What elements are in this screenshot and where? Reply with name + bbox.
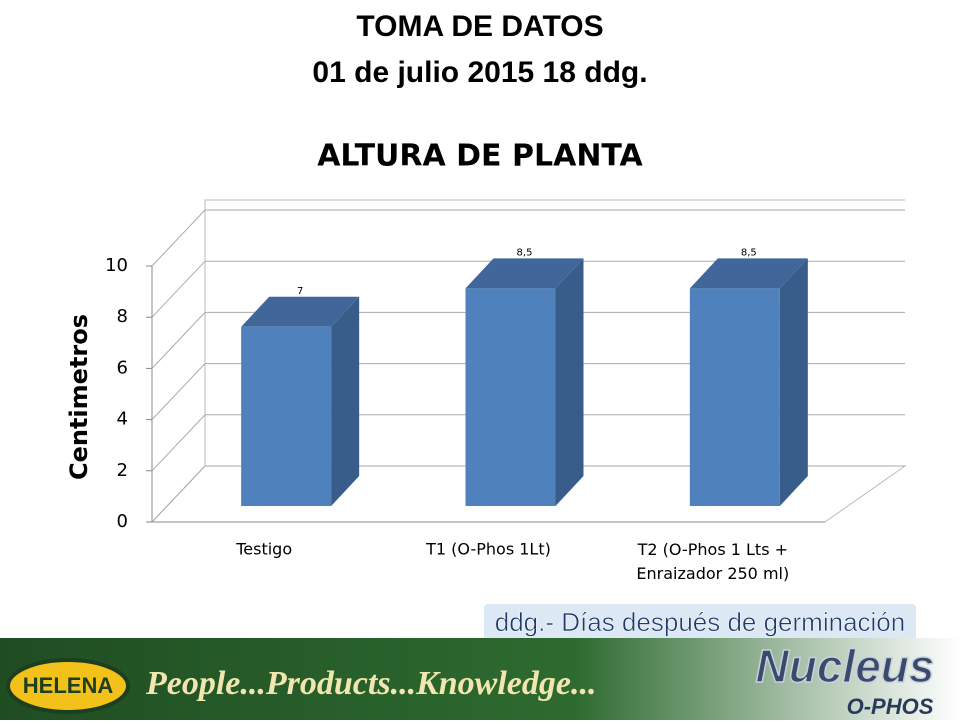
- brand: HELENA: [23, 673, 114, 698]
- bar-side: [555, 258, 584, 506]
- bar-side: [331, 296, 360, 506]
- bar-side: [779, 258, 808, 506]
- value-label: 8,5: [741, 247, 757, 258]
- bar-front: [689, 288, 780, 506]
- y-tick-label: 10: [105, 255, 128, 276]
- bar-front: [241, 326, 332, 506]
- y-tick-label: 0: [117, 511, 128, 532]
- plot-area: 0 2 4 6 8 10 Testigo 7 T1 (O-Phos 1Lt) 8,5 T2 (O-P…: [105, 199, 907, 583]
- bar-top: [465, 258, 584, 289]
- bar-top: [689, 258, 808, 289]
- bar-front: [465, 288, 556, 506]
- chart-title: ALTURA DE PLANTA: [317, 139, 643, 174]
- x-tick-label: Testigo: [235, 540, 292, 559]
- y-tick-label: 4: [117, 409, 128, 430]
- slogan: People...Products...Knowledge...: [145, 665, 596, 702]
- grid-line: [151, 260, 905, 318]
- value-label: 8,5: [517, 247, 533, 258]
- x-tick-label: T2 (O-Phos 1 Lts + Enraizador 250 ml): [636, 540, 789, 583]
- slide-subtitle: 01 de julio 2015 18 ddg.: [312, 56, 647, 89]
- slide-title: TOMA DE DATOS: [356, 10, 603, 43]
- grid-line: [151, 414, 905, 472]
- footer-band: [0, 638, 960, 720]
- y-axis-label: Centimetros: [65, 314, 93, 480]
- y-tick-label: 6: [117, 357, 128, 378]
- product-sub: O-PHOS: [847, 694, 934, 719]
- y-tick-label: 8: [117, 306, 128, 327]
- grid-line: [151, 311, 905, 369]
- brand-logo: [6, 658, 130, 714]
- product: Nucleus: [756, 640, 935, 692]
- bar-top: [241, 296, 360, 327]
- grid-line: [151, 363, 905, 420]
- x-tick-label: T1 (O-Phos 1Lt): [425, 540, 551, 559]
- note-box: [484, 604, 916, 640]
- y-tick-label: 2: [117, 460, 128, 481]
- grid-line: [151, 209, 905, 267]
- value-label: 7: [297, 286, 303, 297]
- grid-line: [151, 465, 905, 523]
- note: ddg.- Días después de germinación: [495, 607, 905, 637]
- back-wall: [204, 199, 905, 466]
